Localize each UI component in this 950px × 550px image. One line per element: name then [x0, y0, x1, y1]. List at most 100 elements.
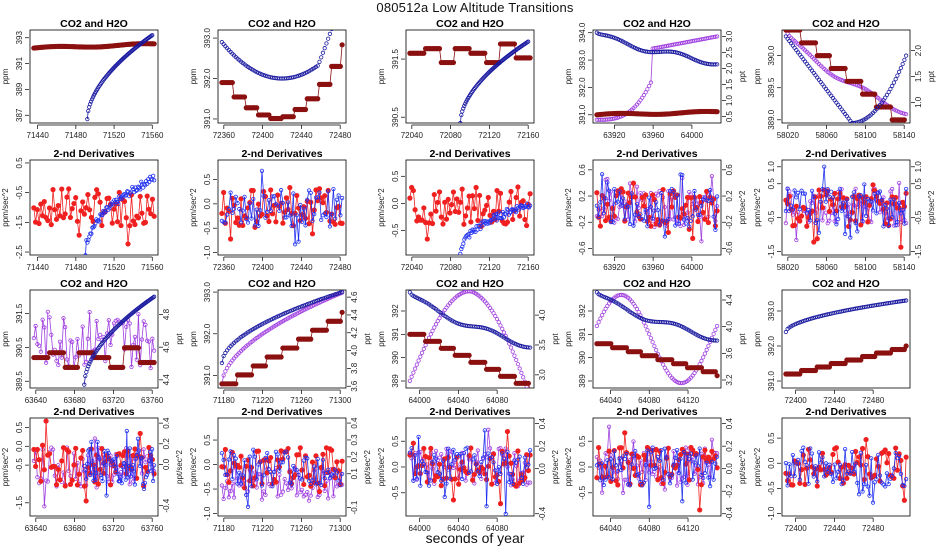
- series-segment: [498, 43, 501, 63]
- x-tick-label: 64000: [681, 263, 704, 272]
- data-point-deriv_h2o: [861, 199, 867, 205]
- data-point-h2o_ppt: [416, 358, 421, 363]
- series-segment: [862, 184, 865, 221]
- data-point-h2o_ppt: [494, 316, 500, 322]
- data-point-deriv_co2: [147, 179, 152, 185]
- y-tick-label: 390.5: [15, 337, 24, 358]
- series-segment: [80, 326, 84, 353]
- y2-tick-label: 4.0: [538, 309, 547, 321]
- series-segment: [301, 208, 305, 223]
- series-segment: [143, 449, 146, 463]
- y2-tick-label: 0.4: [162, 417, 171, 429]
- series-segment: [131, 194, 134, 221]
- y2-tick-label: 0.2: [162, 438, 171, 450]
- x-tick-label: 64080: [486, 524, 509, 533]
- data-point-h2o_ppt: [152, 348, 157, 353]
- series-segment: [278, 190, 282, 211]
- y2-tick-label: 0.0: [538, 463, 547, 475]
- data-point-deriv_co2: [423, 469, 428, 475]
- data-point-h2o_ppt: [407, 378, 412, 383]
- series-segment: [496, 190, 500, 212]
- series-segment: [104, 451, 106, 465]
- data-point-deriv_ppt: [35, 475, 40, 480]
- y-axis-label: ppm/sec^2: [753, 188, 762, 227]
- data-point-deriv_co2: [461, 241, 466, 246]
- x-tick-label: 71220: [251, 396, 274, 405]
- y-tick-label: 387: [15, 108, 24, 122]
- y-tick-label: 392: [578, 304, 587, 318]
- series-segment: [238, 198, 242, 226]
- series-segment: [681, 174, 685, 220]
- data-point-co2: [332, 22, 335, 25]
- series-segment: [822, 207, 825, 221]
- series-layer: [407, 39, 533, 123]
- series-segment: [638, 193, 641, 208]
- data-point-co2: [890, 83, 895, 88]
- y2-tick-label: 0.2: [725, 190, 734, 202]
- series-segment: [139, 458, 142, 467]
- data-point-h2o_ppt: [601, 309, 606, 314]
- y-tick-label: -0.5: [203, 221, 212, 235]
- series-segment: [296, 215, 299, 242]
- data-point-deriv_co2: [608, 220, 613, 225]
- series-segment: [263, 457, 266, 476]
- x-tick-label: 63960: [642, 131, 665, 140]
- data-point-deriv_co2: [430, 460, 435, 465]
- series-segment: [50, 189, 54, 225]
- y2-tick-label: 0.4: [725, 418, 734, 430]
- data-point-deriv_co2: [453, 457, 458, 462]
- series-segment: [251, 198, 254, 219]
- series-segment: [68, 188, 71, 218]
- data-point-co2: [462, 103, 467, 109]
- x-tick-label: 72480: [329, 263, 352, 272]
- series-segment: [40, 445, 43, 482]
- data-point-deriv_co2: [327, 476, 333, 481]
- series-layer: [219, 290, 345, 387]
- series-segment: [303, 208, 306, 226]
- x-tick-label: 64040: [599, 396, 622, 405]
- data-point-h2o_ppt: [514, 357, 519, 363]
- data-point-deriv_co2: [834, 222, 839, 227]
- data-point-deriv_co2: [334, 197, 339, 202]
- x-tick-label: 64080: [638, 396, 661, 405]
- series-segment: [797, 192, 801, 210]
- y-tick-label: 0.0: [203, 458, 212, 470]
- data-point-co2: [150, 33, 155, 38]
- data-point-deriv_ppt: [715, 203, 720, 209]
- series-segment: [292, 193, 296, 245]
- data-point-deriv_h2o: [480, 466, 486, 472]
- data-point-deriv_co2: [482, 218, 487, 224]
- series-segment: [113, 459, 116, 467]
- data-point-co2: [895, 73, 900, 78]
- x-tick-label: 71220: [251, 524, 274, 533]
- data-point-co2: [219, 360, 224, 366]
- x-tick-label: 71300: [329, 396, 352, 405]
- data-point-h2o_ppt: [45, 309, 50, 314]
- data-point-deriv_co2: [263, 455, 268, 460]
- data-point-deriv_co2: [324, 470, 329, 476]
- data-point-deriv_co2: [103, 210, 108, 215]
- data-point-deriv_h2o: [69, 206, 75, 212]
- data-point-co2: [900, 61, 905, 67]
- series-segment: [794, 206, 797, 226]
- data-point-deriv_co2: [678, 172, 683, 177]
- series-segment: [667, 190, 671, 220]
- series-segment: [496, 213, 499, 221]
- series-segment: [888, 199, 891, 227]
- series-segment: [598, 202, 601, 218]
- series-segment: [475, 187, 479, 221]
- series-segment: [829, 212, 832, 221]
- series-segment: [296, 472, 299, 496]
- series-segment: [99, 458, 101, 476]
- y2-tick-label: 1.5: [725, 78, 734, 90]
- series-segment: [305, 199, 308, 226]
- series-segment: [43, 421, 47, 470]
- data-point-h2o_ppt: [496, 320, 501, 325]
- data-point-co2: [88, 102, 93, 107]
- data-point-h2o_mix: [903, 343, 909, 349]
- data-point-deriv_ppt: [282, 477, 287, 482]
- series-segment: [122, 347, 125, 368]
- data-point-co2: [528, 345, 533, 350]
